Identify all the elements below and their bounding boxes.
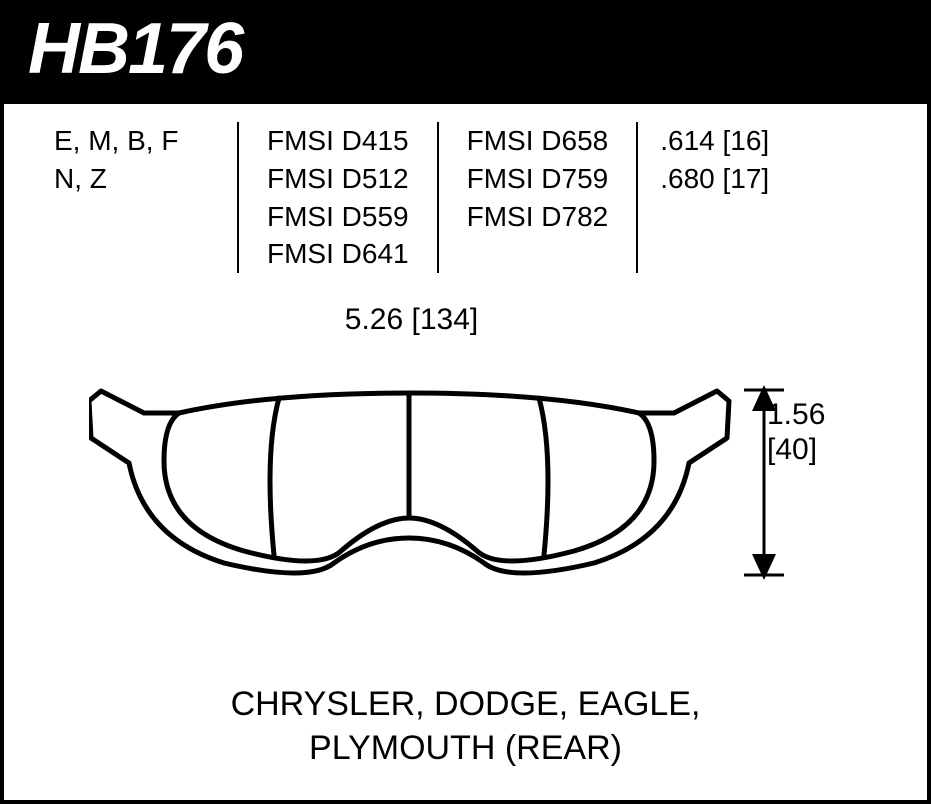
application-text: CHRYSLER, DODGE, EAGLE, PLYMOUTH (REAR) [4, 682, 927, 770]
height-dimension-label: 1.56 [40] [767, 398, 887, 467]
part-number: HB176 [28, 8, 903, 90]
application-line: PLYMOUTH (REAR) [4, 726, 927, 770]
application-line: CHRYSLER, DODGE, EAGLE, [4, 682, 927, 726]
height-dimension: 1.56 [40] [767, 398, 887, 467]
fmsi-code: FMSI D641 [267, 235, 409, 273]
thickness-column: .614 [16] .680 [17] [638, 122, 769, 273]
height-inches: 1.56 [767, 398, 887, 433]
fmsi-code: FMSI D658 [467, 122, 609, 160]
fmsi-code: FMSI D512 [267, 160, 409, 198]
compounds-line: N, Z [54, 160, 209, 198]
diagram-area: 5.26 [134] 1.56 [40] [4, 303, 927, 683]
fmsi-code: FMSI D415 [267, 122, 409, 160]
thickness-value: .614 [16] [660, 122, 769, 160]
height-mm: [40] [767, 433, 887, 468]
width-dimension-label: 5.26 [134] [333, 303, 490, 337]
thickness-value: .680 [17] [660, 160, 769, 198]
compounds-line: E, M, B, F [54, 122, 209, 160]
fmsi-column-2: FMSI D658 FMSI D759 FMSI D782 [439, 122, 639, 273]
brake-pad-outline-icon [89, 383, 749, 623]
spec-sheet: HB176 E, M, B, F N, Z FMSI D415 FMSI D51… [0, 0, 931, 804]
fmsi-code: FMSI D759 [467, 160, 609, 198]
width-dimension: 5.26 [134] [144, 303, 679, 337]
compounds-column: E, M, B, F N, Z [54, 122, 239, 273]
fmsi-column-1: FMSI D415 FMSI D512 FMSI D559 FMSI D641 [239, 122, 439, 273]
fmsi-code: FMSI D782 [467, 198, 609, 236]
specs-row: E, M, B, F N, Z FMSI D415 FMSI D512 FMSI… [4, 104, 927, 273]
header-bar: HB176 [4, 0, 927, 104]
fmsi-code: FMSI D559 [267, 198, 409, 236]
